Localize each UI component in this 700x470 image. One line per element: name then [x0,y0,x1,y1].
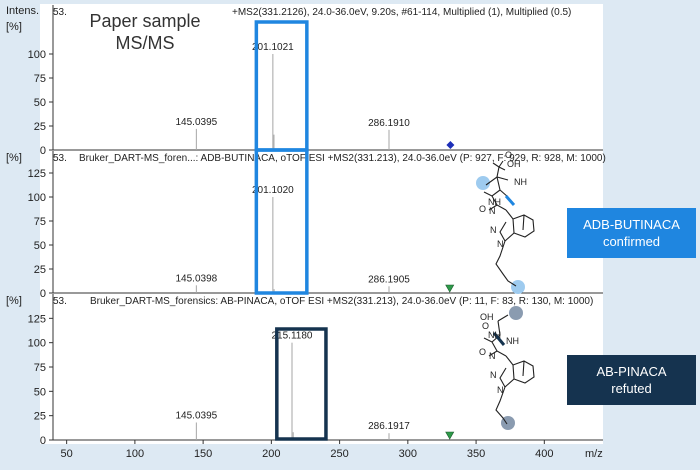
y-tick-label: 125 [28,313,46,325]
bond-refuted-dot [509,306,523,320]
peak-label: 145.0395 [175,117,217,128]
x-tick-label: 100 [126,448,144,460]
panel-header: +MS2(331.2126), 24.0-36.0eV, 9.20s, #61-… [232,7,571,18]
y-tick-label: 25 [34,264,46,276]
peak-label: 286.1917 [368,421,410,432]
atom-label: O [479,204,486,214]
x-tick-label: 350 [467,448,485,460]
overlay-title-line2: MS/MS [115,33,174,53]
y-tick-label: 0 [40,288,46,300]
y-tick-label: 50 [34,97,46,109]
x-tick-label: 300 [399,448,417,460]
x-tick-label: 200 [262,448,280,460]
y-unit-label: [%] [6,295,22,307]
highlight-box [275,327,328,441]
x-tick-label: 150 [194,448,212,460]
badge-status: refuted [611,381,652,396]
badge-title: ADB-BUTINACA [583,217,680,232]
ab-pinaca-refuted-badge: AB-PINACA refuted [567,355,696,405]
y-tick-label: 75 [34,73,46,85]
overlay-title-line1: Paper sample [89,11,200,31]
peak-label: 145.0398 [175,273,217,284]
x-tick-label: 400 [535,448,553,460]
panel-header: Bruker_DART-MS_forensics: AB-PINACA, oTO… [90,296,593,307]
y-unit-label: [%] [6,21,22,33]
x-axis-title: m/z [585,448,603,460]
atom-label: O [505,150,512,160]
precursor-marker [445,431,455,440]
peak-label: 286.1905 [368,274,410,285]
precursor-marker [446,141,455,149]
highlight-box [254,148,309,295]
panel-header: Bruker_DART-MS_foren...: ADB-BUTINACA, o… [79,153,606,164]
x-tick-label: 50 [61,448,73,460]
y-tick-label: 0 [40,145,46,157]
y-tick-label: 100 [28,338,46,350]
plot-background [40,4,603,444]
atom-label: NH [488,197,501,207]
peak-label: 201.1020 [252,185,294,196]
y-tick-label: 50 [34,240,46,252]
y-tick-label: 50 [34,386,46,398]
peak-label: 145.0395 [175,410,217,421]
bond-highlight-dot [476,176,490,190]
atom-label: N [490,370,497,380]
y-tick-label: 0 [40,435,46,447]
adb-butinaca-confirmed-badge: ADB-BUTINACA confirmed [567,208,696,258]
x-tick-label: 250 [330,448,348,460]
atom-label: N [489,206,496,216]
atom-label: O [479,347,486,357]
atom-label: N [497,385,504,395]
y-axis-title: Intens. [6,5,39,17]
atom-label: NH [488,330,501,340]
y-tick-label: 125 [28,168,46,180]
bond-highlight-dot [511,280,525,294]
atom-label: OH [480,312,494,322]
panel-header-id: 53. [53,7,67,18]
peak-label: 201.1021 [252,42,294,53]
atom-label: O [482,321,489,331]
badge-title: AB-PINACA [596,364,667,379]
atom-label: N [490,225,497,235]
y-tick-label: 100 [28,192,46,204]
y-tick-label: 25 [34,121,46,133]
y-tick-label: 75 [34,362,46,374]
peak-label: 286.1910 [368,118,410,129]
y-tick-label: 75 [34,216,46,228]
badge-status: confirmed [602,234,661,249]
atom-label: OH [507,159,521,169]
atom-label: N [497,239,504,249]
precursor-marker [445,284,455,293]
peak-label: 215.1180 [272,331,313,342]
panel-header-id: 53. [53,153,67,164]
y-tick-label: 25 [34,411,46,423]
panel-header-id: 53. [53,296,67,307]
atom-label: N [489,351,496,361]
y-tick-label: 100 [28,49,46,61]
atom-label: NH [514,177,527,187]
adb-butinaca-structure: OH NH O N NH N N O [476,150,535,294]
ab-pinaca-structure: OH NH O N NH N N O [479,306,535,430]
atom-label: NH [506,336,519,346]
y-unit-label: [%] [6,152,22,164]
